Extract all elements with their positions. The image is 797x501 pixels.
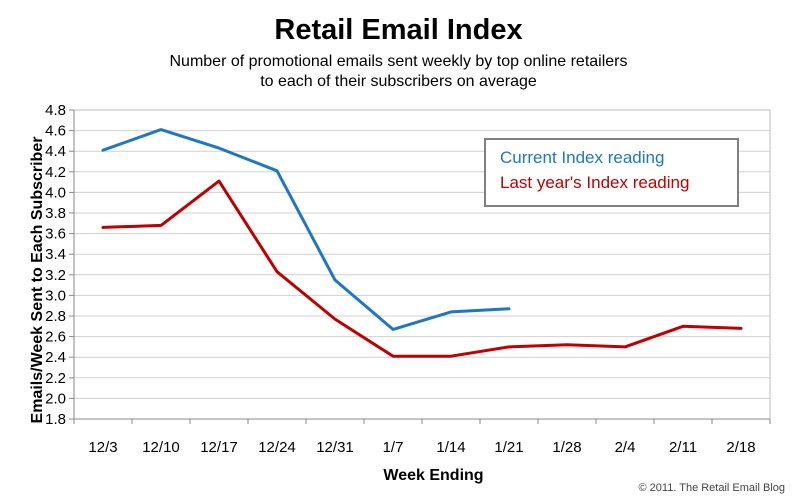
chart-subtitle-line-2: to each of their subscribers on average [260, 73, 537, 90]
x-tick-label: 2/11 [669, 439, 697, 456]
y-tick-label: 3.0 [45, 287, 66, 304]
series-line-current [101, 128, 511, 331]
y-tick-label: 4.0 [45, 184, 66, 201]
y-tick-label: 3.6 [45, 226, 66, 243]
y-tick-label: 4.4 [45, 143, 66, 160]
chart-title: Retail Email Index [274, 14, 523, 46]
x-axis-label: Week Ending [383, 467, 484, 484]
legend-item-last-year: Last year's Index reading [500, 173, 690, 192]
y-tick-label: 2.4 [45, 349, 66, 366]
copyright-text: © 2011. The Retail Email Blog [638, 482, 786, 494]
y-tick-label: 2.6 [45, 329, 66, 346]
y-tick-label: 2.0 [45, 390, 66, 407]
y-tick-label: 4.8 [45, 102, 66, 119]
x-tick-label: 12/17 [200, 439, 238, 456]
x-tick-label: 12/31 [316, 439, 354, 456]
x-tick-label: 2/4 [615, 439, 636, 456]
chart-subtitle-line-1: Number of promotional emails sent weekly… [169, 53, 628, 70]
y-tick-label: 3.4 [45, 246, 66, 263]
x-tick-label: 1/14 [436, 439, 465, 456]
x-tick-label: 12/10 [142, 439, 180, 456]
y-tick-label: 3.2 [45, 267, 66, 284]
y-tick-label: 2.2 [45, 370, 66, 387]
x-tick-label: 1/28 [552, 439, 581, 456]
x-tick-label: 12/24 [258, 439, 296, 456]
x-tick-label: 1/7 [383, 439, 404, 456]
legend-item-current: Current Index reading [500, 148, 665, 167]
series-line-last-year [101, 179, 743, 358]
x-tick-label: 12/3 [88, 439, 117, 456]
x-tick-label: 1/21 [494, 439, 523, 456]
y-tick-label: 4.6 [45, 123, 66, 140]
y-tick-label: 2.8 [45, 308, 66, 325]
y-axis-label: Emails/Week Sent to Each Subscriber [29, 136, 46, 424]
y-tick-label: 1.8 [45, 411, 66, 428]
y-tick-label: 4.2 [45, 164, 66, 181]
legend: Current Index reading Last year's Index … [484, 138, 739, 207]
x-tick-label: 2/18 [726, 439, 755, 456]
y-tick-label: 3.8 [45, 205, 66, 222]
